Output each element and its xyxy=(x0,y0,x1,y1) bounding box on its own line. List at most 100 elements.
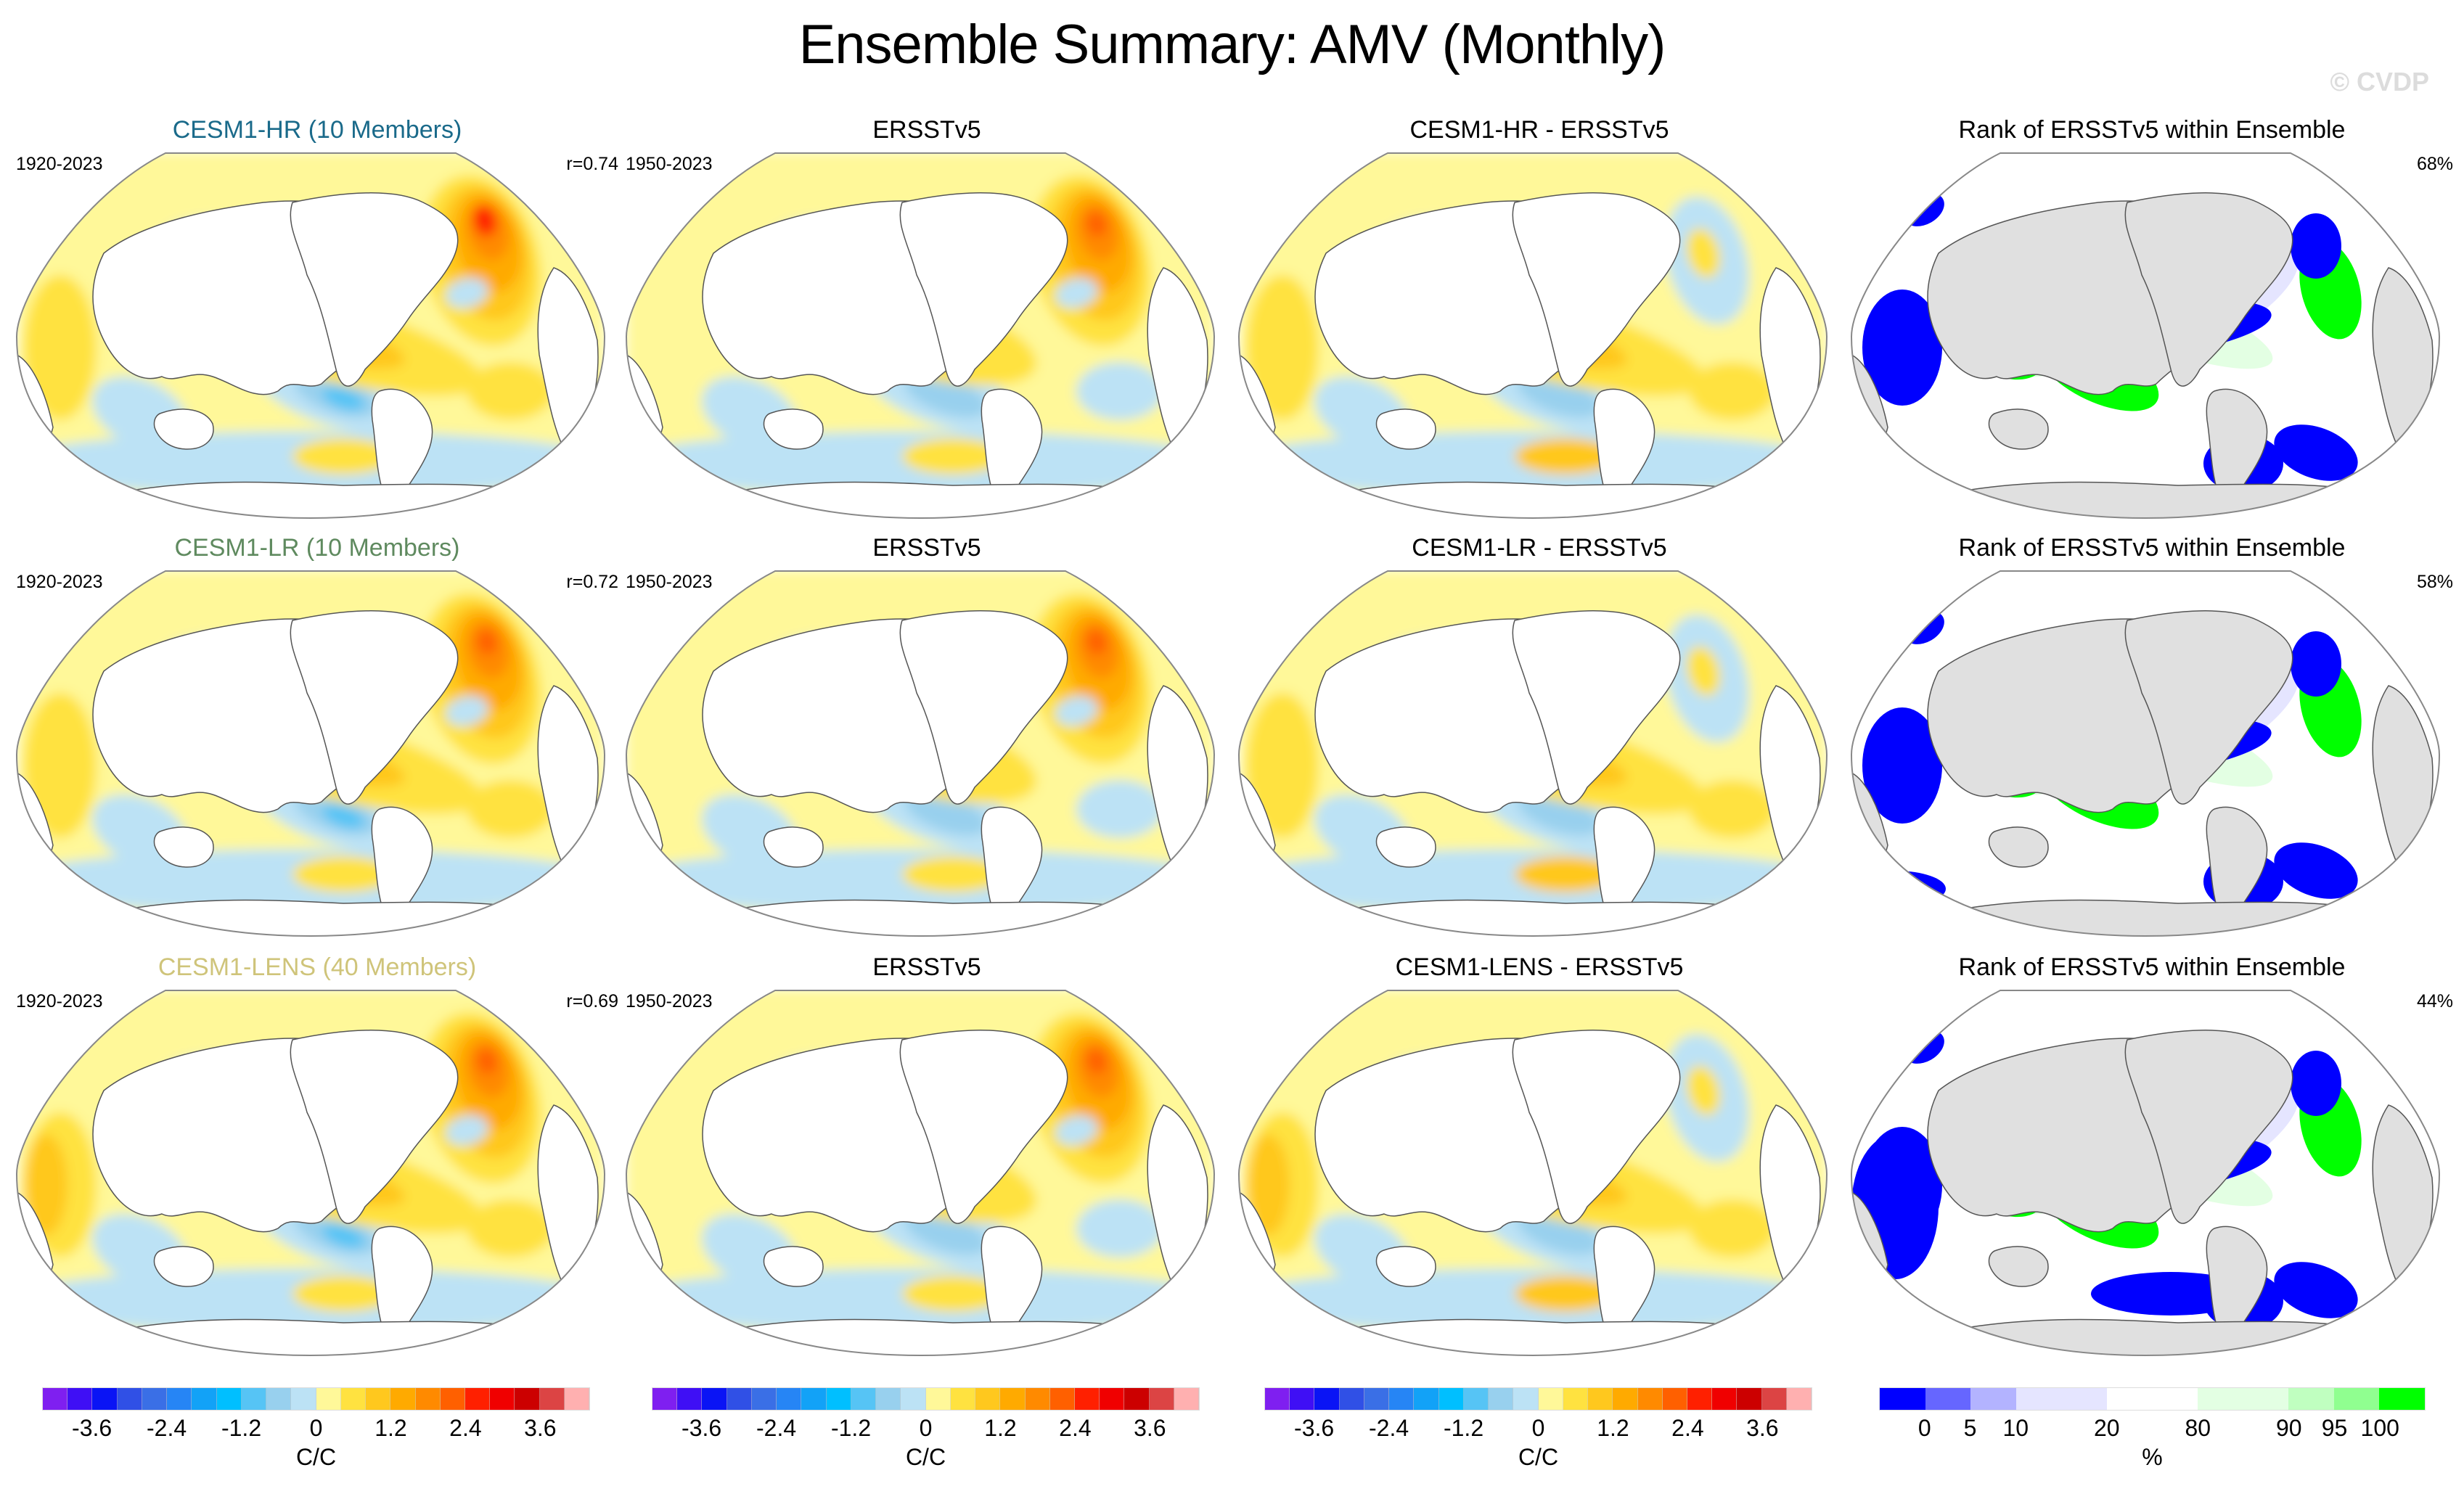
colorbar-box xyxy=(1970,1388,2016,1410)
globe-border xyxy=(1238,152,1827,519)
colorbar-box xyxy=(1538,1388,1563,1410)
colorbar-tick-label: 0 xyxy=(919,1415,933,1441)
colorbar-box xyxy=(117,1388,142,1410)
continent-outline xyxy=(1952,481,2375,518)
colorbar-units: C/C xyxy=(295,1444,337,1470)
colorbar-tick-label: 0 xyxy=(1917,1415,1931,1441)
colorbar-box xyxy=(440,1388,465,1410)
colorbar-tick-label: -3.6 xyxy=(72,1415,112,1441)
colorbar-box xyxy=(2061,1388,2107,1410)
colorbar-box xyxy=(1314,1388,1340,1410)
rank-colorbar: 0 5 10 20 80 90 95 100% xyxy=(1879,1387,2426,1471)
globe-border xyxy=(16,990,605,1356)
continent-outline xyxy=(2124,192,2293,387)
continent-outline xyxy=(153,1246,214,1287)
rank-panel: Rank of ERSSTv5 within Ensemble 68% xyxy=(1851,116,2453,522)
colorbar-box xyxy=(1786,1388,1812,1410)
globe-border xyxy=(1238,990,1827,1356)
colorbar-tick-label: -1.2 xyxy=(221,1415,262,1441)
panel-title: ERSSTv5 xyxy=(872,534,981,562)
colorbar-tick-label: 2.4 xyxy=(449,1415,482,1441)
continent-outline xyxy=(117,899,541,936)
colorbar-box xyxy=(1124,1388,1150,1410)
panel-title: Rank of ERSSTv5 within Ensemble xyxy=(1958,534,2346,562)
colorbar-box xyxy=(1662,1388,1687,1410)
panel-title: CESM1-LENS - ERSSTv5 xyxy=(1395,953,1684,981)
colorbar-tick-label: 0 xyxy=(1531,1415,1545,1441)
colorbar-box xyxy=(1149,1388,1174,1410)
anomaly-colorbar: -3.6 -2.4 -1.2 0 1.2 2.4 3.6 C/C xyxy=(652,1387,1200,1471)
colorbar-box xyxy=(1265,1388,1290,1410)
colorbar-box xyxy=(67,1388,93,1410)
colorbar-tick-label: 2.4 xyxy=(1671,1415,1704,1441)
continent-outline xyxy=(899,1030,1068,1224)
colorbar-box xyxy=(515,1388,540,1410)
period-label: 1950-2023 xyxy=(626,572,713,592)
globe-border xyxy=(1851,570,2440,937)
globe-border xyxy=(626,990,1215,1356)
continent-outline xyxy=(899,610,1068,805)
colorbar-box xyxy=(1613,1388,1638,1410)
colorbar-tick-label: 80 xyxy=(2185,1415,2211,1441)
colorbar-box xyxy=(826,1388,851,1410)
continent-outline xyxy=(290,1030,459,1224)
colorbar-box xyxy=(1463,1388,1489,1410)
continent-outline xyxy=(1375,826,1436,868)
colorbar-box xyxy=(751,1388,777,1410)
cvdp-watermark: © CVDP xyxy=(2330,67,2429,97)
panel-title: Rank of ERSSTv5 within Ensemble xyxy=(1958,953,2346,981)
colorbar-box xyxy=(1588,1388,1613,1410)
continent-outline xyxy=(726,481,1150,518)
continent-outline xyxy=(153,409,214,450)
continent-outline xyxy=(117,481,541,518)
model-anomaly-map xyxy=(16,990,605,1356)
colorbar-box xyxy=(1489,1388,1514,1410)
colorbar-tick-label: 1.2 xyxy=(984,1415,1017,1441)
colorbar-box xyxy=(2379,1388,2425,1410)
rank-percent-label: 68% xyxy=(2416,154,2453,174)
continent-outline xyxy=(1512,1030,1681,1224)
globe-border xyxy=(1238,570,1827,937)
rank-map xyxy=(1851,570,2440,937)
continent-outline xyxy=(1952,899,2375,936)
period-label: 1950-2023 xyxy=(626,154,713,174)
colorbar-box xyxy=(950,1388,976,1410)
colorbar-tick-label: 2.4 xyxy=(1059,1415,1092,1441)
continent-outline xyxy=(763,1246,824,1287)
sst-anomaly-field xyxy=(626,990,1214,1355)
colorbar-box xyxy=(1438,1388,1464,1410)
colorbar-box xyxy=(925,1388,951,1410)
obs-panel: ERSSTv5 1950-2023 xyxy=(626,534,1228,940)
colorbar-box xyxy=(876,1388,901,1410)
colorbar-box xyxy=(1174,1388,1200,1410)
continent-outline xyxy=(726,899,1150,936)
continent-outline xyxy=(899,192,1068,387)
diff-anomaly-map xyxy=(1238,570,1827,937)
colorbar-tick-label: 20 xyxy=(2093,1415,2120,1441)
continent-outline xyxy=(763,826,824,868)
colorbar-box xyxy=(901,1388,926,1410)
obs-anomaly-map xyxy=(626,152,1215,519)
colorbar-box xyxy=(2288,1388,2334,1410)
rank-panel: Rank of ERSSTv5 within Ensemble 44% xyxy=(1851,953,2453,1360)
colorbar-units: C/C xyxy=(1518,1444,1559,1470)
colorbar-box xyxy=(1712,1388,1738,1410)
diff-anomaly-map xyxy=(1238,152,1827,519)
colorbar-tick-label: 10 xyxy=(2002,1415,2029,1441)
colorbar-box xyxy=(92,1388,118,1410)
colorbar-box xyxy=(1414,1388,1439,1410)
colorbar-box xyxy=(216,1388,242,1410)
colorbar-tick-label: -3.6 xyxy=(682,1415,722,1441)
colorbar-tick-label: 1.2 xyxy=(374,1415,407,1441)
continent-outline xyxy=(1988,826,2049,868)
panel-title: ERSSTv5 xyxy=(872,116,981,144)
colorbar-box xyxy=(726,1388,752,1410)
period-label: 1920-2023 xyxy=(16,991,103,1011)
colorbar-box xyxy=(266,1388,292,1410)
colorbar-box xyxy=(1563,1388,1589,1410)
colorbar-box xyxy=(1761,1388,1787,1410)
colorbar-box xyxy=(43,1388,68,1410)
model-panel: CESM1-LENS (40 Members) 1920-2023 r=0.69 xyxy=(16,953,618,1360)
colorbar-box xyxy=(192,1388,217,1410)
colorbar-box xyxy=(366,1388,391,1410)
